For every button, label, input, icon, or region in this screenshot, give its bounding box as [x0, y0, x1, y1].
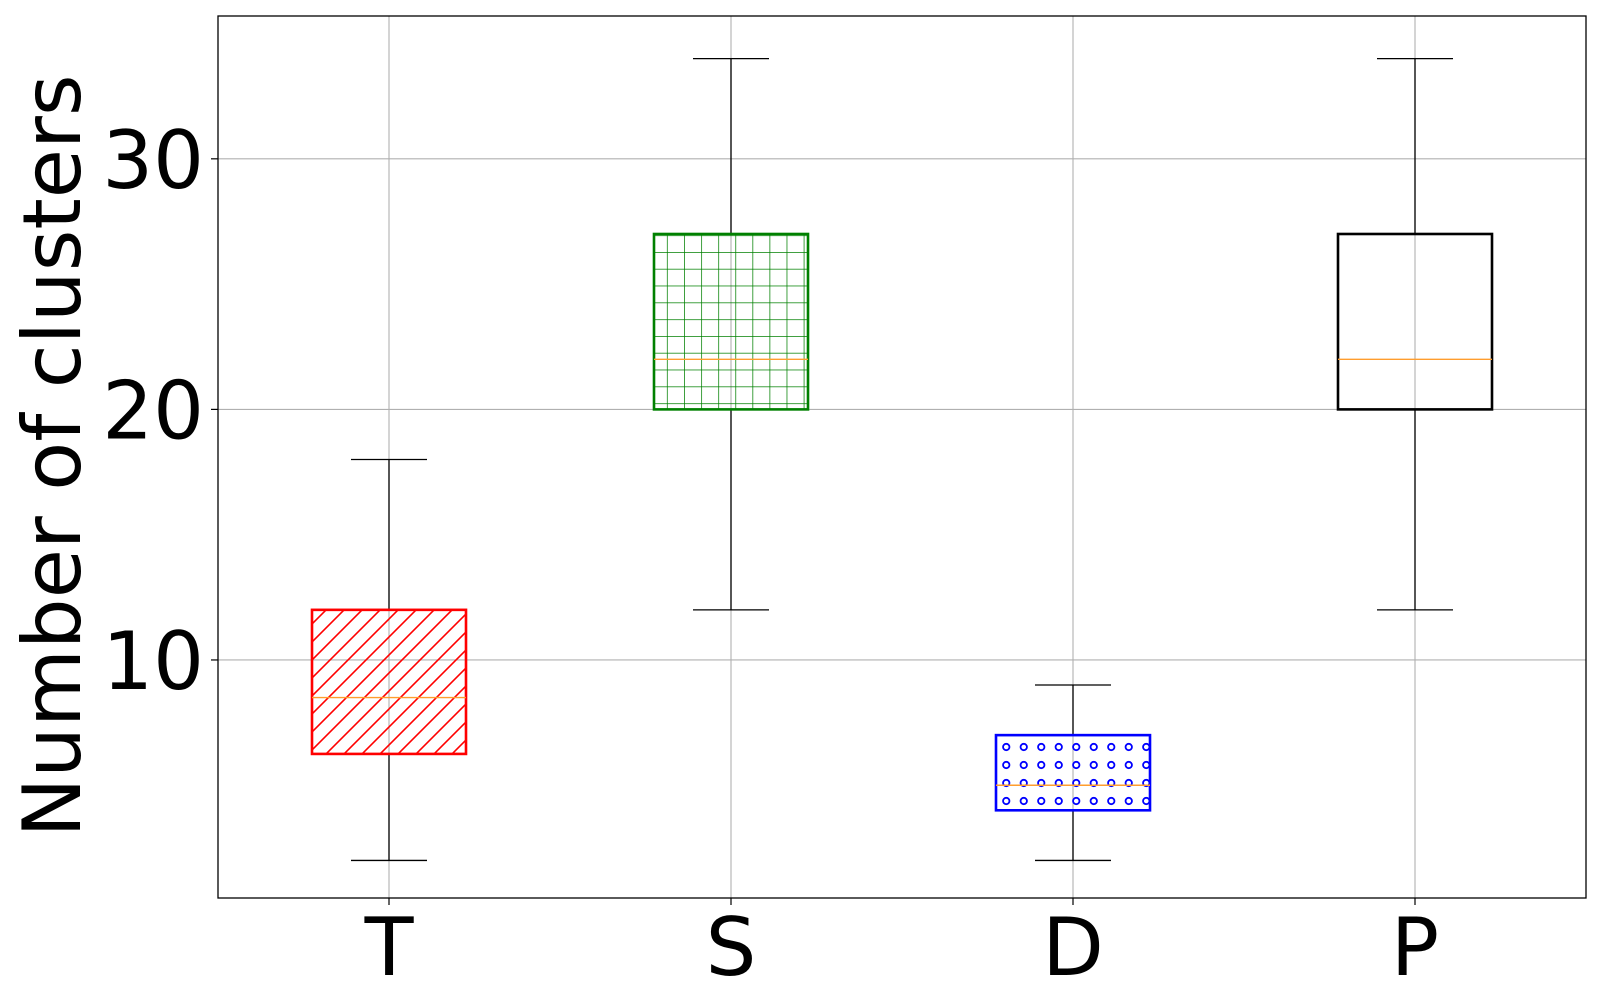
box-s [652, 57, 810, 611]
tick-layer: 10 20 30 T S D P [102, 114, 1439, 994]
x-tick-label: S [706, 901, 757, 994]
box-body [652, 232, 810, 411]
y-tick-label: 20 [102, 364, 204, 457]
box-body [1336, 232, 1494, 411]
box-layer [310, 57, 1494, 862]
box-hatch [996, 735, 1150, 811]
box-hatch [654, 233, 808, 410]
x-tick-label: T [364, 901, 415, 994]
box-body [310, 608, 468, 756]
plot-frame [217, 15, 1587, 899]
grid-layer [218, 16, 1586, 898]
y-tick-label: 30 [102, 114, 204, 207]
box-p [1336, 57, 1494, 611]
y-tick-label: 10 [102, 615, 204, 708]
box-body [994, 733, 1152, 812]
x-tick-label: P [1391, 901, 1439, 994]
box-hatch [312, 609, 466, 754]
box-d [994, 684, 1152, 862]
x-tick-label: D [1042, 901, 1104, 994]
y-axis-label: Number of clusters [6, 74, 99, 837]
box-t [310, 458, 468, 862]
